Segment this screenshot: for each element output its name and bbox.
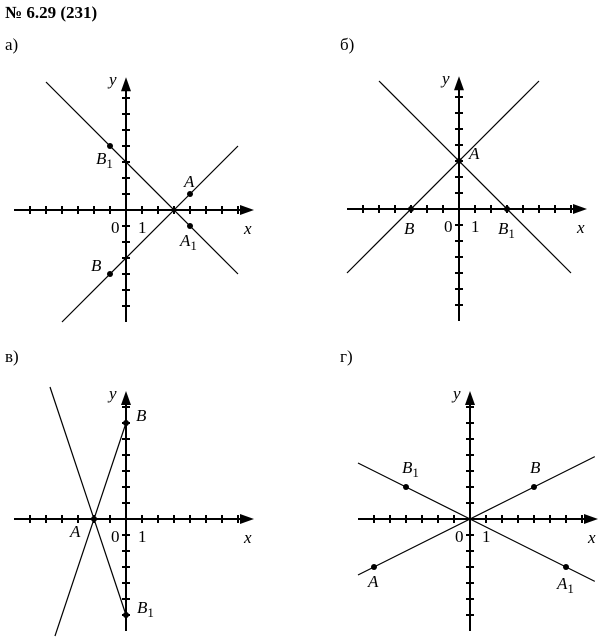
panel-label: в)	[5, 347, 19, 366]
y-axis-arrow-icon	[454, 76, 464, 91]
x-axis-arrow-icon	[584, 514, 598, 524]
point-name: A	[179, 231, 191, 250]
graph-line	[54, 422, 127, 637]
point-name: A	[367, 572, 379, 591]
point-name: A	[183, 172, 195, 191]
x-axis-arrow-icon	[240, 205, 254, 215]
x-axis-arrow-icon	[573, 204, 587, 214]
point-subscript: 1	[106, 156, 113, 171]
point-marker	[408, 206, 414, 212]
origin-label: 0	[455, 527, 464, 546]
point-marker	[504, 206, 510, 212]
point-marker	[563, 564, 569, 570]
point-label: B	[91, 256, 102, 275]
x-axis-label: x	[587, 528, 596, 547]
x-axis-label: x	[243, 219, 252, 238]
panel-label: г)	[340, 347, 353, 366]
point-marker	[91, 516, 97, 522]
point-name: A	[556, 574, 568, 593]
y-axis-label: y	[440, 69, 450, 88]
point-name: B	[96, 149, 107, 168]
graph-line	[378, 80, 572, 274]
y-axis-label: y	[107, 70, 117, 89]
panel-label: б)	[340, 35, 354, 54]
y-axis-arrow-icon	[465, 391, 475, 405]
point-subscript: 1	[508, 226, 515, 241]
point-marker	[107, 143, 113, 149]
graph-line	[61, 145, 239, 323]
point-label: B	[404, 219, 415, 238]
y-axis-arrow-icon	[121, 77, 131, 92]
origin-label: 0	[111, 527, 120, 546]
panel-label: а)	[5, 35, 18, 54]
x-axis-label: x	[576, 218, 585, 237]
point-label: B	[136, 406, 147, 425]
graph-line	[346, 80, 540, 274]
point-name: B	[91, 256, 102, 275]
y-axis-label: y	[451, 384, 461, 403]
origin-label: 0	[111, 218, 120, 237]
point-name: B	[404, 219, 415, 238]
y-axis-label: y	[107, 384, 117, 403]
point-subscript: 1	[412, 465, 419, 480]
point-marker	[187, 191, 193, 197]
point-subscript: 1	[190, 238, 197, 253]
point-name: B	[136, 406, 147, 425]
y-axis-arrow-icon	[121, 391, 131, 405]
point-marker	[123, 612, 129, 618]
point-marker	[531, 484, 537, 490]
unit-label: 1	[138, 527, 147, 546]
point-name: A	[468, 144, 480, 163]
point-label: A1	[556, 574, 574, 596]
point-label: B1	[498, 219, 515, 241]
point-label: A	[69, 522, 81, 541]
point-label: A1	[179, 231, 197, 253]
origin-label: 0	[444, 217, 453, 236]
point-name: B	[137, 598, 148, 617]
graph-line	[357, 456, 596, 576]
point-label: B1	[96, 149, 113, 171]
unit-label: 1	[482, 527, 491, 546]
point-label: A	[468, 144, 480, 163]
point-marker	[187, 223, 193, 229]
point-marker	[123, 420, 129, 426]
point-marker	[371, 564, 377, 570]
exercise-title: № 6.29 (231)	[5, 3, 98, 22]
point-label: B1	[402, 458, 419, 480]
graph-line	[49, 386, 127, 616]
point-label: B	[530, 458, 541, 477]
graph-line	[45, 81, 239, 275]
point-label: B1	[137, 598, 154, 620]
point-subscript: 1	[567, 581, 574, 596]
point-subscript: 1	[147, 605, 154, 620]
point-label: A	[183, 172, 195, 191]
point-label: A	[367, 572, 379, 591]
point-name: B	[498, 219, 509, 238]
unit-label: 1	[138, 218, 147, 237]
point-name: B	[530, 458, 541, 477]
graph-line	[357, 462, 596, 582]
x-axis-label: x	[243, 528, 252, 547]
x-axis-arrow-icon	[240, 514, 254, 524]
unit-label: 1	[471, 217, 480, 236]
point-marker	[403, 484, 409, 490]
point-marker	[107, 271, 113, 277]
point-name: B	[402, 458, 413, 477]
point-marker	[456, 158, 462, 164]
point-name: A	[69, 522, 81, 541]
